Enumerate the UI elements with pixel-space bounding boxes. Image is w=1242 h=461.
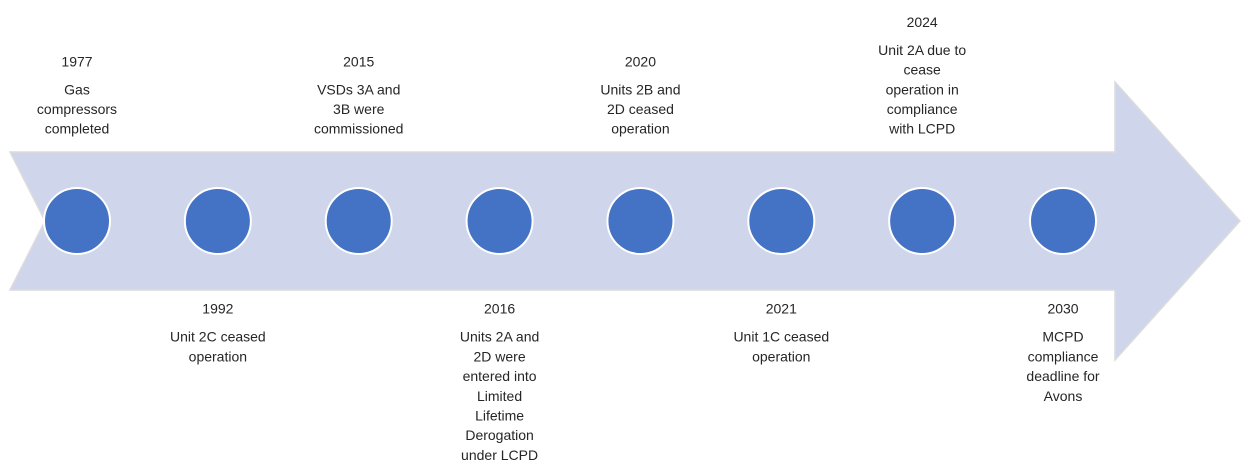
event-year: 2015 [343,53,374,69]
event-text: MCPD [1042,329,1083,345]
event-text: with LCPD [888,121,955,137]
event-text: Lifetime [475,408,524,424]
event-text: cease [903,62,941,78]
event-marker [324,187,393,255]
event-text: completed [45,121,110,137]
event-marker [1029,187,1098,255]
event-text: Unit 1C ceased [733,329,829,345]
event-text: 2D were [474,348,526,364]
event-text: 2D ceased [607,101,674,117]
event-text: operation [611,121,669,137]
event-text: Derogation [465,427,534,443]
event-year: 1977 [61,53,92,69]
event-text: Unit 2C ceased [170,329,266,345]
event-text: commissioned [314,121,403,137]
event-year: 1992 [202,301,233,317]
event-text: VSDs 3A and [317,81,400,97]
event-marker [465,187,534,255]
event-text: operation [189,348,247,364]
event-year: 2021 [766,301,797,317]
event-year: 2020 [625,53,656,69]
event-text: operation in [886,81,959,97]
event-text: compliance [1028,348,1099,364]
event-marker [43,187,111,255]
event-text: under LCPD [461,447,538,461]
event-year: 2030 [1047,301,1078,317]
event-marker [606,187,675,255]
event-text: Limited [477,388,522,404]
event-text: Units 2A and [460,329,539,345]
event-text: compressors [37,101,117,117]
event-text: entered into [463,368,537,384]
event-text: Unit 2A due to [878,42,966,58]
event-text: 3B were [333,101,385,117]
event-text: deadline for [1026,368,1100,384]
event-year: 2024 [907,14,938,30]
event-text: Units 2B and [600,81,680,97]
event-year: 2016 [484,301,515,317]
event-marker [747,187,816,255]
event-marker [888,187,957,255]
event-text: Gas [64,81,90,97]
event-marker [183,187,252,255]
event-text: compliance [887,101,958,117]
event-text: Avons [1044,388,1083,404]
event-text: operation [752,348,810,364]
